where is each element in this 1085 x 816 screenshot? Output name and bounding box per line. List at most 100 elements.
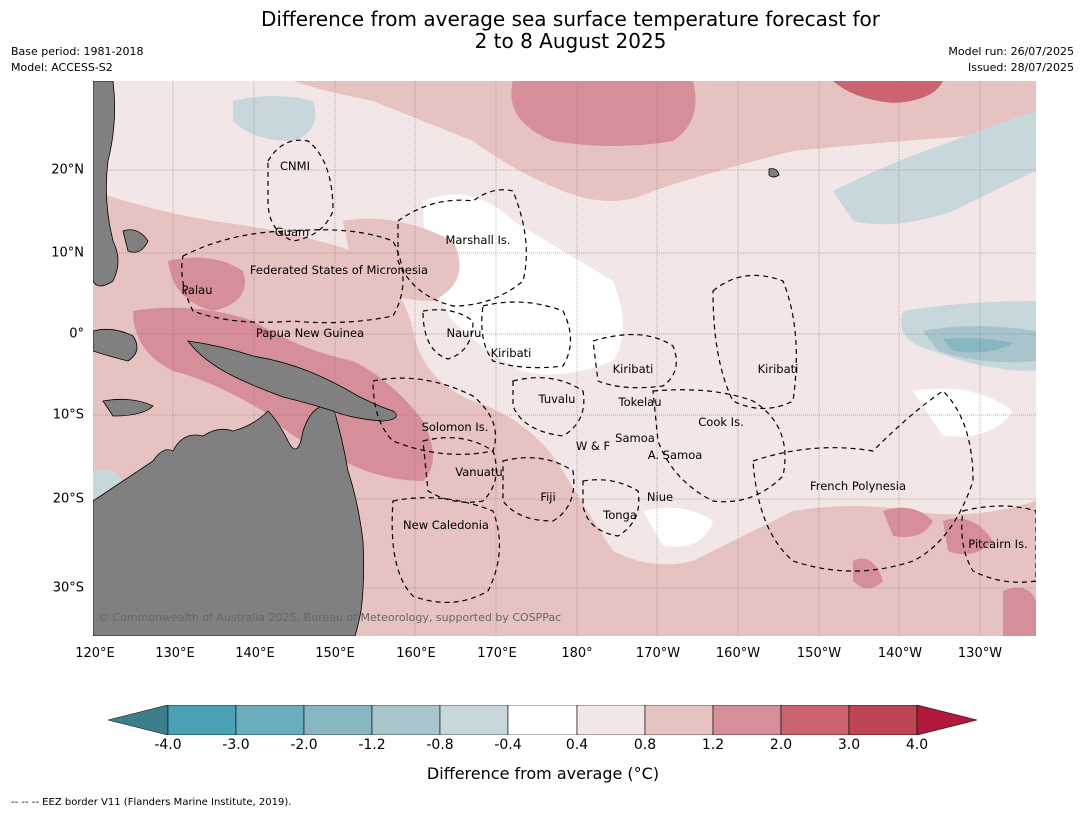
- colorbar-tick: 4.0: [905, 737, 929, 753]
- region-label-wf: W & F: [576, 439, 610, 453]
- region-label-kiribati-west: Kiribati: [491, 346, 532, 360]
- anomaly-2.0-3.0: [833, 81, 943, 103]
- colorbar-tick: 2.0: [769, 737, 793, 753]
- colorbar-tick: 1.2: [701, 737, 725, 753]
- region-label-tonga: Tonga: [602, 508, 637, 522]
- eez-vanuatu: [422, 437, 497, 503]
- colorbar-tick: 3.0: [837, 737, 861, 753]
- land-islands-west: [102, 398, 154, 417]
- lon-label: 130°W: [957, 646, 1003, 661]
- eez-tuvalu: [512, 377, 585, 437]
- issued-text: Issued: 28/07/2025: [967, 61, 1074, 74]
- colorbar-tick: -2.0: [290, 737, 318, 753]
- colorbar-bin: [780, 704, 850, 736]
- eez-pitcairn: [961, 505, 1036, 583]
- meta-right: Model run: 26/07/2025 Issued: 28/07/2025: [948, 44, 1074, 76]
- lon-label: 160°E: [396, 646, 436, 661]
- anomaly-1.2-2.0: [943, 518, 993, 555]
- colorbar-bin: [167, 704, 237, 736]
- colorbar-tick: -3.0: [222, 737, 250, 753]
- region-label-pitcairn: Pitcairn Is.: [968, 537, 1027, 551]
- region-label-solomon: Solomon Is.: [422, 420, 489, 434]
- region-label-tuvalu: Tuvalu: [538, 392, 576, 406]
- land-islands-west: [93, 81, 119, 287]
- land-islands-west: [122, 229, 149, 253]
- region-label-tokelau: Tokelau: [618, 395, 662, 409]
- lon-label: 180°: [561, 646, 593, 661]
- lon-label: 160°W: [715, 646, 761, 661]
- eez-footnote: -- -- -- EEZ border V11 (Flanders Marine…: [11, 797, 292, 808]
- colorbar-bin: [576, 704, 646, 736]
- anomaly-1.2-2.0: [511, 81, 696, 146]
- title-line-1: Difference from average sea surface temp…: [260, 7, 880, 31]
- meta-left: Base period: 1981-2018 Model: ACCESS-S2: [11, 44, 143, 76]
- colorbar-tick: -4.0: [154, 737, 182, 753]
- colorbar: [107, 704, 978, 736]
- region-label-niue: Niue: [647, 490, 673, 504]
- anomaly-1.2-2.0: [1003, 587, 1036, 636]
- region-label-new-caledonia: New Caledonia: [403, 518, 489, 532]
- colorbar-bin: [303, 704, 373, 736]
- colorbar-tick: -0.4: [494, 737, 522, 753]
- colorbar-bin: [235, 704, 305, 736]
- lon-label: 170°E: [477, 646, 517, 661]
- lat-label: 20°N: [51, 162, 84, 178]
- region-label-fsm: Federated States of Micronesia: [250, 263, 428, 277]
- eez-cook: [652, 389, 786, 503]
- lat-label: 20°S: [52, 491, 84, 507]
- lat-label: 10°N: [51, 245, 84, 261]
- anomaly-cool: [93, 469, 123, 501]
- lon-label: 120°E: [75, 646, 115, 661]
- eez-kiribati-east: [712, 274, 797, 410]
- region-label-kiribati-central: Kiribati: [613, 362, 654, 376]
- region-label-vanuatu: Vanuatu: [455, 465, 502, 479]
- region-label-cnmi: CNMI: [280, 159, 310, 173]
- lon-label: 150°E: [315, 646, 355, 661]
- anomaly-near-average: [913, 388, 1013, 437]
- eez-new-caledonia: [391, 497, 500, 604]
- colorbar-bin: [848, 704, 918, 736]
- map-panel: CNMI Guam Marshall Is. Federated States …: [93, 81, 1036, 636]
- title-line-2: 2 to 8 August 2025: [474, 29, 667, 53]
- map-copyright: © Commonwealth of Australia 2025, Bureau…: [98, 611, 561, 624]
- anomaly-cool: [233, 96, 316, 141]
- colorbar-label: Difference from average (°C): [426, 764, 660, 783]
- region-label-french-polynesia: French Polynesia: [810, 479, 906, 493]
- land-new-guinea: [187, 340, 397, 422]
- eez-fiji: [502, 457, 575, 522]
- region-label-guam: Guam: [275, 225, 309, 239]
- colorbar-bin: [712, 704, 782, 736]
- colorbar-bin: [439, 704, 509, 736]
- lat-label: 30°S: [52, 580, 84, 596]
- colorbar-tick: 0.8: [633, 737, 657, 753]
- anomaly-0.8-1.2: [343, 218, 460, 301]
- anomaly-near-average: [643, 507, 713, 547]
- chart-title: Difference from average sea surface temp…: [0, 8, 1085, 52]
- region-label-marshall: Marshall Is.: [445, 233, 510, 247]
- colorbar-svg: [107, 704, 978, 736]
- eez-nauru: [422, 309, 474, 360]
- lat-label: 0°: [69, 326, 84, 342]
- base-period-text: Base period: 1981-2018: [11, 45, 144, 58]
- eez-french-polynesia: [752, 390, 974, 572]
- eez-kiribati-west: [481, 301, 572, 369]
- region-label-png: Papua New Guinea: [256, 326, 364, 340]
- lat-label: 10°S: [52, 407, 84, 423]
- region-label-kiribati-east: Kiribati: [758, 362, 799, 376]
- colorbar-bin: [644, 704, 714, 736]
- lon-label: 170°W: [635, 646, 681, 661]
- anomaly-1.2-2.0: [883, 507, 933, 537]
- lon-label: 150°W: [796, 646, 842, 661]
- eez-marshall: [397, 189, 527, 307]
- anomaly-1.2-2.0: [853, 558, 883, 589]
- region-label-fiji: Fiji: [540, 490, 555, 504]
- eez-tonga: [582, 479, 640, 537]
- model-text: Model: ACCESS-S2: [11, 61, 113, 74]
- eez-cnmi: [267, 139, 334, 242]
- region-label-palau: Palau: [182, 283, 213, 297]
- colorbar-bin: [507, 704, 578, 736]
- lon-label: 140°E: [235, 646, 275, 661]
- anomaly-cool: [943, 338, 1013, 353]
- graticule: [93, 81, 1036, 636]
- land-islands-west: [93, 328, 138, 362]
